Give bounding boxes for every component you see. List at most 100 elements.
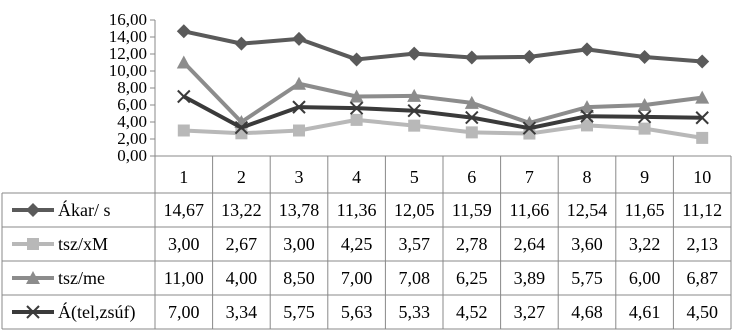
diamond-marker <box>407 46 422 61</box>
axis-layer: 0,002,004,006,008,0010,0012,0014,0016,00… <box>109 10 732 193</box>
triangle-marker <box>580 100 594 114</box>
diamond-marker <box>234 36 249 51</box>
data-table-cell: 2,67 <box>226 234 258 254</box>
x-marker-stroke <box>177 89 191 104</box>
data-table-cell: 3,00 <box>283 234 315 254</box>
data-table-cell: 4,68 <box>571 302 603 322</box>
data-table-cell: 11,65 <box>625 200 665 220</box>
data-table-cell: 13,22 <box>221 200 262 220</box>
y-tick-label: 10,00 <box>109 61 147 80</box>
triangle-marker <box>637 98 652 111</box>
triangle-marker <box>407 88 422 102</box>
diamond-marker <box>695 54 710 69</box>
x-marker-stroke <box>580 109 594 123</box>
data-table-cell: 3,89 <box>514 268 546 288</box>
x-category-label: 4 <box>352 167 361 187</box>
data-table-cell: 3,00 <box>168 234 200 254</box>
square-marker <box>177 124 190 137</box>
square-marker <box>696 131 709 144</box>
x-category-label: 5 <box>410 167 419 187</box>
series-0 <box>176 24 710 69</box>
data-table-cell: 13,78 <box>279 200 320 220</box>
y-tick-label: 2,00 <box>117 129 147 148</box>
x-category-label: 2 <box>237 167 246 187</box>
x-marker-stroke <box>465 110 479 125</box>
triangle-marker <box>464 95 479 109</box>
square-marker <box>350 113 363 126</box>
x-category-label: 1 <box>179 167 188 187</box>
legend-series-name: Á(tel,zsúf) <box>58 301 135 323</box>
data-table-cell: 11,66 <box>509 200 549 220</box>
triangle-marker <box>695 90 710 104</box>
square-marker <box>27 238 39 250</box>
diamond-marker <box>349 52 364 67</box>
y-tick-label: 0,00 <box>117 146 147 165</box>
data-table-cell: 2,13 <box>686 234 718 254</box>
x-marker-stroke <box>695 111 709 125</box>
x-category-label: 7 <box>525 167 534 187</box>
square-marker <box>581 119 593 132</box>
x-marker-stroke <box>234 120 249 135</box>
data-table-cell: 3,57 <box>398 234 430 254</box>
data-table-cell: 6,00 <box>629 268 661 288</box>
square-marker <box>235 127 248 140</box>
x-marker-stroke <box>522 121 537 135</box>
data-table-cell: 7,00 <box>168 302 200 322</box>
data-table-cell: 2,78 <box>456 234 488 254</box>
data-table-cell: 4,52 <box>456 302 488 322</box>
data-table-cell: 8,50 <box>283 268 315 288</box>
data-table-cell: 12,54 <box>567 200 608 220</box>
y-tick-label: 8,00 <box>117 78 147 97</box>
series-line <box>182 61 703 125</box>
data-table-cell: 3,22 <box>629 234 661 254</box>
square-marker <box>638 122 651 135</box>
data-table-cell: 5,75 <box>283 302 315 322</box>
series-line <box>183 117 703 140</box>
data-table-cell: 7,00 <box>341 268 373 288</box>
data-table-cell: 4,61 <box>629 302 661 322</box>
y-tick-label: 6,00 <box>117 95 147 114</box>
data-table-cell: 4,00 <box>226 268 258 288</box>
data-table-cell: 4,50 <box>686 302 718 322</box>
triangle-marker <box>349 89 364 103</box>
data-table-cell: 2,64 <box>514 234 546 254</box>
data-table-cell: 5,33 <box>398 302 430 322</box>
y-tick-label: 14,00 <box>109 27 147 46</box>
data-table-cell: 3,34 <box>226 302 258 322</box>
series-line <box>183 29 703 64</box>
data-table-cell: 3,60 <box>571 234 603 254</box>
x-category-label: 6 <box>467 167 476 187</box>
y-tick-label: 4,00 <box>117 112 147 131</box>
x-category-label: 10 <box>693 167 711 187</box>
series-2 <box>176 55 710 129</box>
data-table-cell: 6,25 <box>456 268 488 288</box>
series-3 <box>177 89 709 135</box>
diamond-marker <box>176 24 191 39</box>
data-table-cell: 11,36 <box>337 200 377 220</box>
x-marker-stroke <box>349 101 364 115</box>
data-table-cell: 5,63 <box>341 302 373 322</box>
triangle-marker <box>176 55 191 69</box>
square-marker <box>293 124 305 137</box>
diamond-marker <box>522 49 537 64</box>
series-line <box>182 94 703 131</box>
legend-series-name: tsz/xM <box>58 234 108 254</box>
diamond-marker <box>26 203 40 217</box>
square-marker <box>408 119 421 132</box>
series-layer <box>176 24 710 144</box>
diamond-marker <box>637 49 652 64</box>
diamond-marker <box>580 42 594 57</box>
legend-series-name: Ákar/ s <box>58 199 111 220</box>
x-marker-stroke <box>407 103 421 118</box>
data-table-cell: 11,59 <box>452 200 492 220</box>
data-table-cell: 5,75 <box>571 268 603 288</box>
triangle-marker <box>26 271 40 284</box>
data-table-cell: 4,25 <box>341 234 373 254</box>
square-marker <box>465 126 478 139</box>
x-category-label: 3 <box>295 167 304 187</box>
data-table-cell: 14,67 <box>164 200 205 220</box>
data-table: Ákar/ s 14,67 13,22 13,78 11,36 12,05 11,59 11,… <box>1 192 732 330</box>
legend-series-name: tsz/me <box>58 268 105 288</box>
x-marker-stroke <box>292 100 306 114</box>
